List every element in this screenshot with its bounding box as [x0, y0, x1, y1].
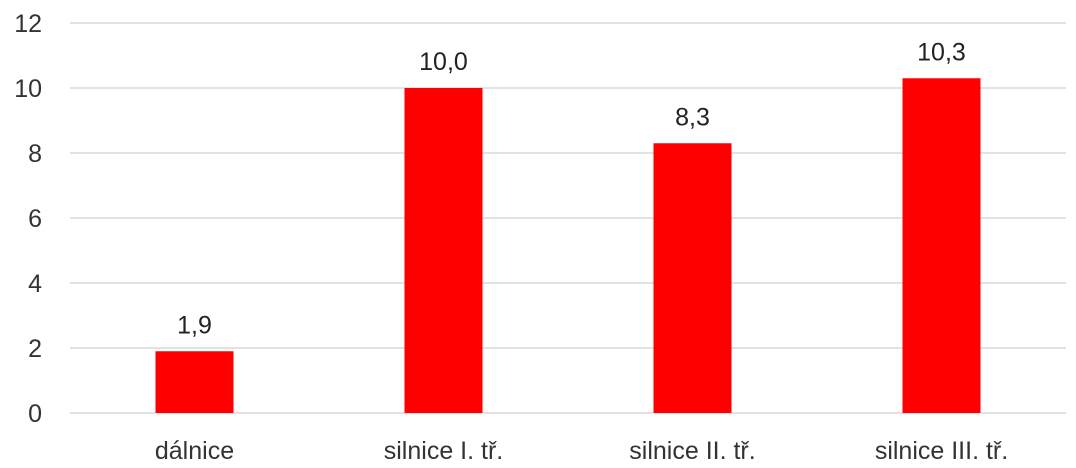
y-tick-label: 0 [28, 400, 42, 428]
category-label: dálnice [155, 437, 234, 465]
y-tick-label: 4 [28, 270, 42, 298]
data-label: 1,9 [177, 311, 212, 339]
y-tick-label: 6 [28, 205, 42, 233]
bar-0 [155, 351, 234, 413]
category-label: silnice I. tř. [384, 437, 503, 465]
data-label: 10,3 [917, 38, 966, 66]
bar-1 [404, 88, 483, 413]
bar-2 [653, 143, 732, 413]
y-tick-label: 12 [14, 10, 42, 38]
bar-3 [902, 78, 981, 413]
y-axis-ticks: 0 2 4 6 8 10 12 [14, 10, 42, 428]
x-axis-categories: dálnice silnice I. tř. silnice II. tř. siln… [155, 437, 1008, 465]
bars [155, 78, 981, 413]
category-label: silnice II. tř. [629, 437, 755, 465]
category-label: silnice III. tř. [875, 437, 1008, 465]
data-label: 10,0 [419, 48, 468, 76]
data-label: 8,3 [675, 103, 710, 131]
gridlines [70, 22, 1066, 414]
y-tick-label: 8 [28, 140, 42, 168]
data-labels: 1,9 10,0 8,3 10,3 [177, 38, 966, 339]
y-tick-label: 10 [14, 75, 42, 103]
y-tick-label: 2 [28, 335, 42, 363]
